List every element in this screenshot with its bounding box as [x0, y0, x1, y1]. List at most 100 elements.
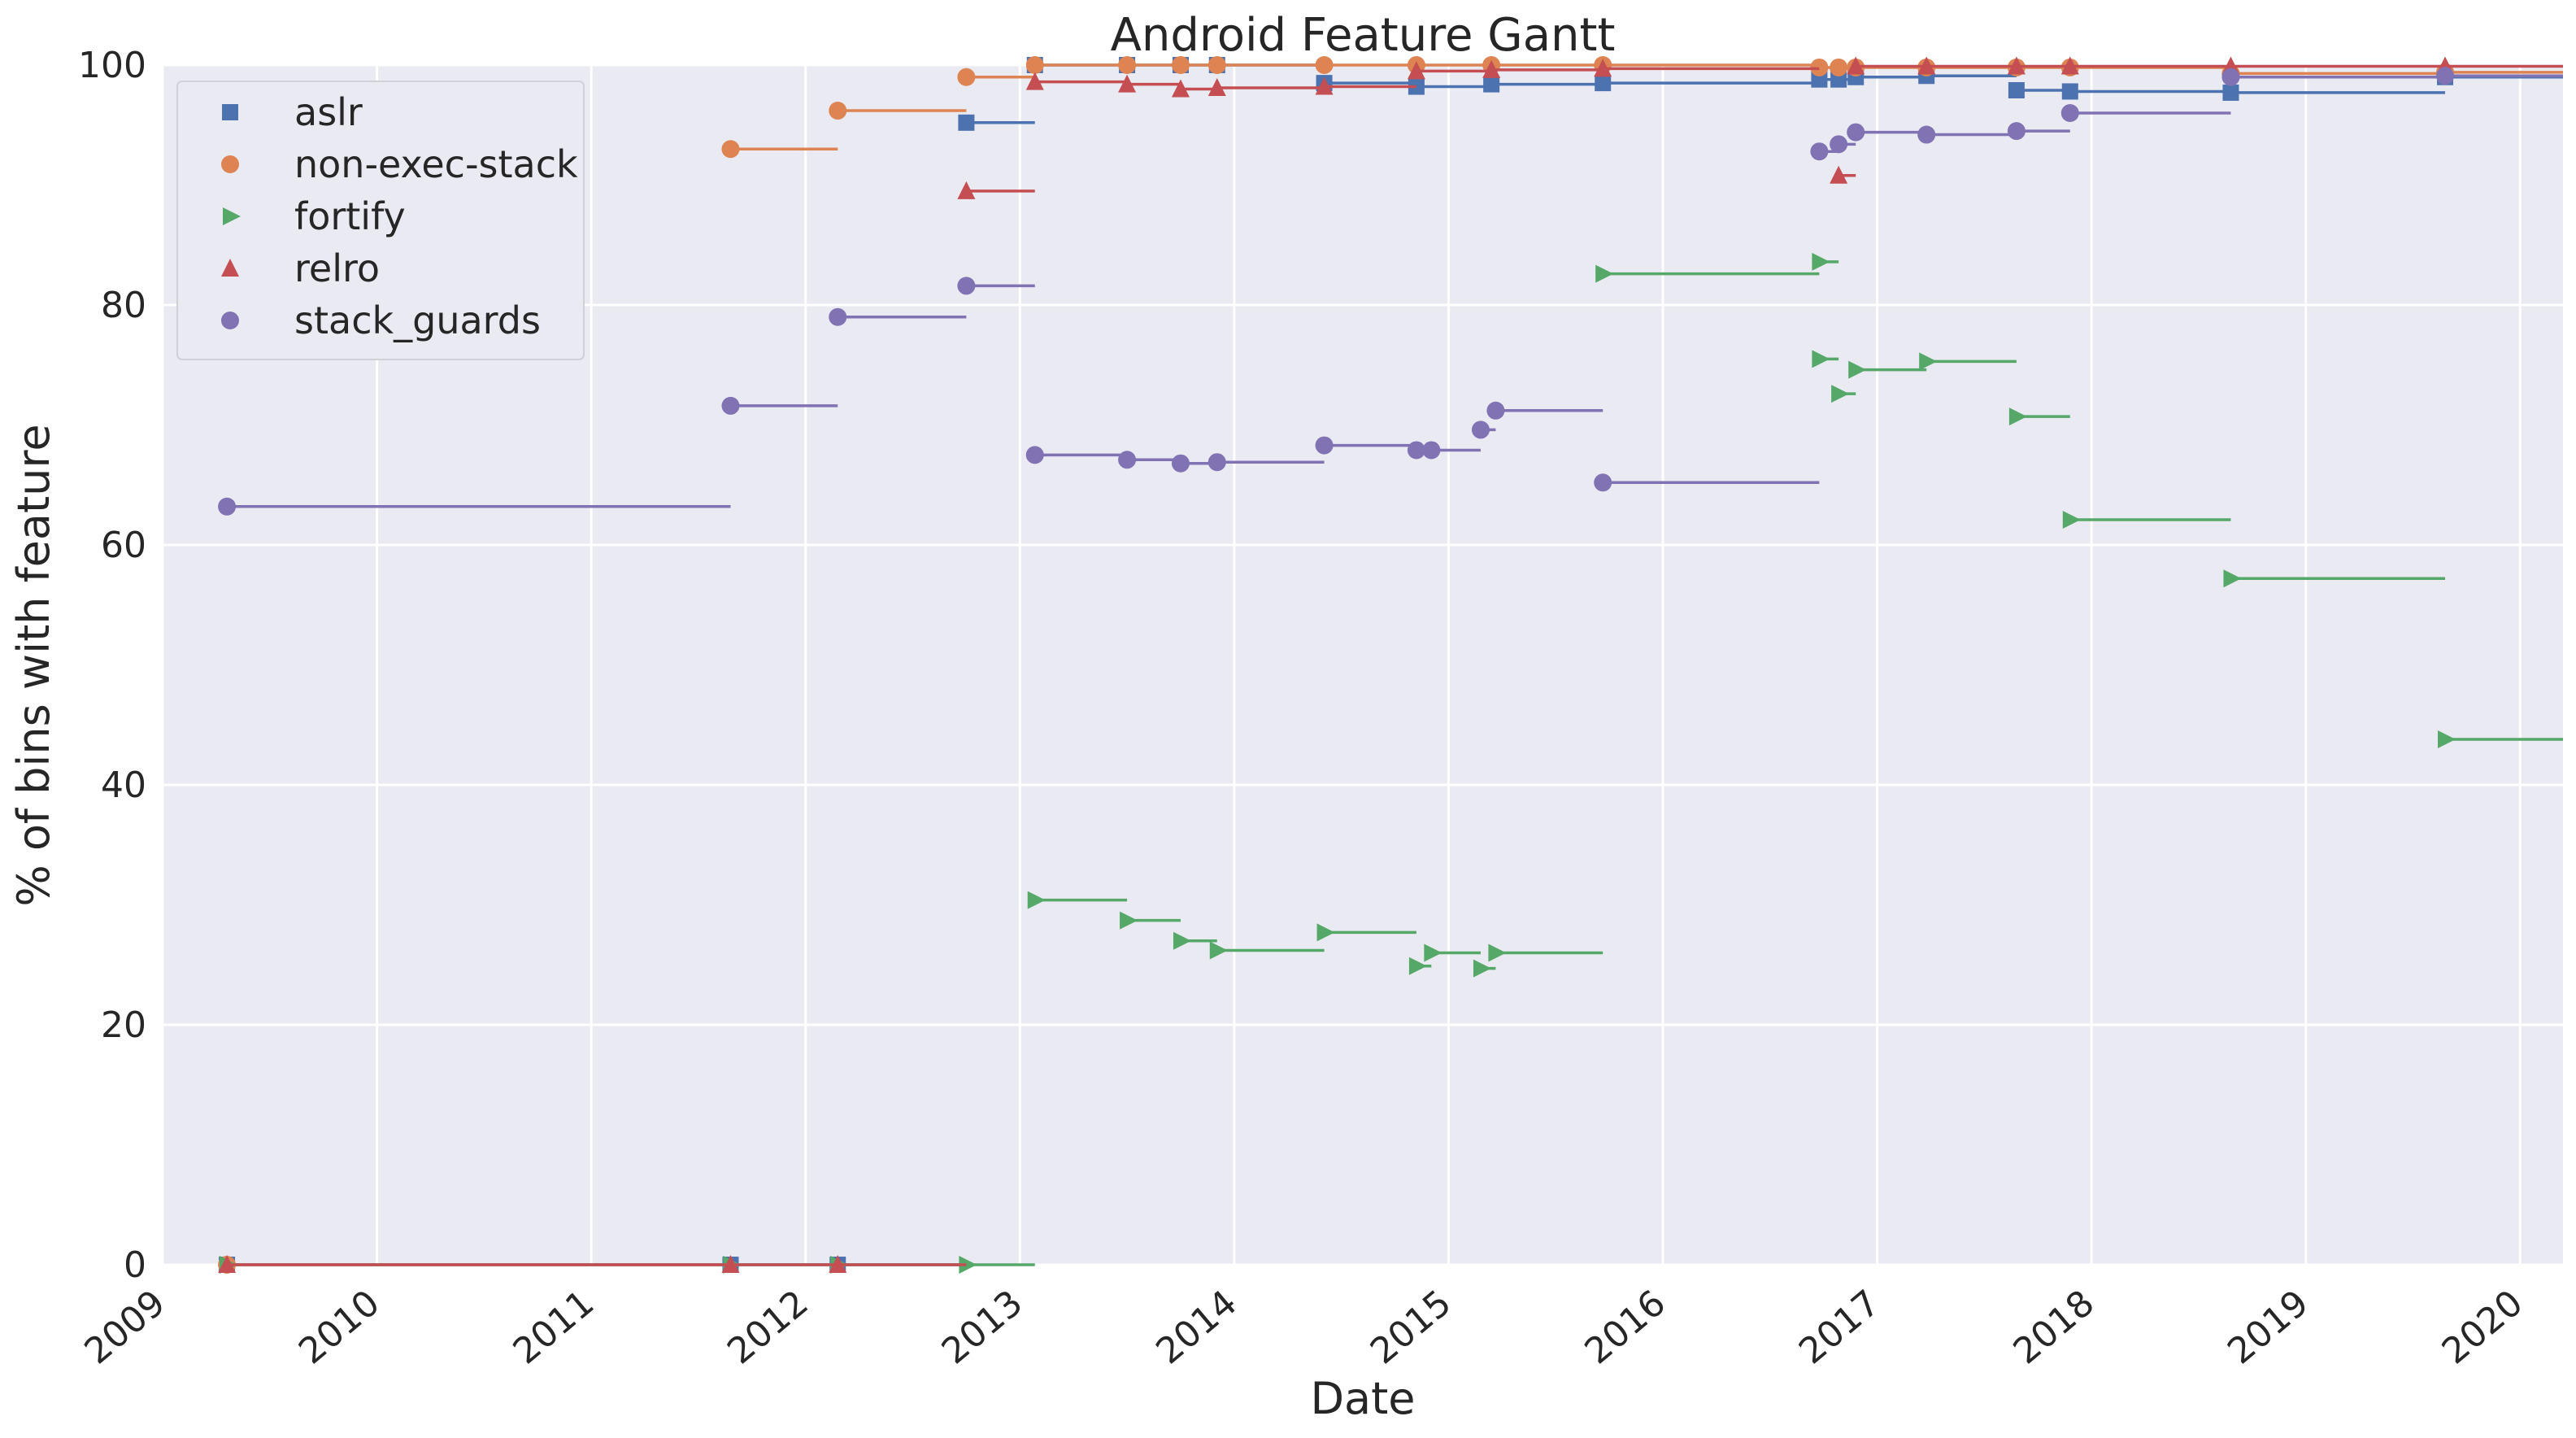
- fortify-point-4: [1027, 891, 1046, 909]
- x-tick-label-2017: 2017: [1791, 1282, 1888, 1372]
- x-tick-label-2011: 2011: [506, 1282, 603, 1372]
- stack_guards-point-6: [1171, 454, 1190, 473]
- legend-marker-fortify: [223, 207, 241, 225]
- non-exec-stack-point-8: [1315, 56, 1334, 74]
- stack_guards-point-7: [1208, 453, 1226, 472]
- legend-marker-aslr: [222, 104, 238, 120]
- non-exec-stack-point-7: [1208, 56, 1226, 74]
- y-tick-label-60: 60: [101, 525, 146, 566]
- stack_guards-point-2: [829, 307, 847, 326]
- stack_guards-point-0: [218, 497, 237, 516]
- fortify-point-7: [1209, 941, 1228, 960]
- fortify-point-5: [1120, 911, 1138, 930]
- relro-point-2: [829, 1255, 847, 1273]
- fortify-point-6: [1173, 931, 1191, 950]
- stack_guards-point-12: [1486, 401, 1505, 420]
- stack_guards-point-5: [1118, 451, 1137, 469]
- fortify-point-20: [2062, 511, 2081, 529]
- fortify-point-16: [1831, 385, 1850, 403]
- x-axis-label: Date: [1310, 1373, 1415, 1424]
- stack_guards-point-19: [2060, 104, 2079, 122]
- stack_guards-point-16: [1847, 123, 1865, 142]
- stack_guards-point-21: [2436, 67, 2455, 85]
- fortify-point-8: [1316, 923, 1335, 942]
- x-tick-label-2020: 2020: [2435, 1282, 2531, 1372]
- fortify-point-10: [1424, 943, 1442, 962]
- x-tick-label-2010: 2010: [291, 1282, 388, 1372]
- aslr-point-17: [2061, 83, 2078, 100]
- aslr-point-18: [2222, 84, 2239, 101]
- grid: [161, 63, 2563, 1266]
- stack_guards-point-4: [1025, 446, 1044, 464]
- fortify-point-21: [2223, 569, 2242, 588]
- x-tick-labels: 2009 2010 2011 2012 2013 2014 2015 2016 2017 2018…: [77, 1282, 2531, 1372]
- stack_guards-point-11: [1471, 421, 1490, 439]
- stack_guards-point-14: [1810, 142, 1829, 161]
- non-exec-stack-point-1: [721, 140, 740, 159]
- fortify-point-3: [959, 1256, 977, 1274]
- fortify-point-17: [1848, 360, 1867, 379]
- non-exec-stack-point-2: [829, 102, 847, 120]
- legend-label-fortify: fortify: [294, 194, 406, 238]
- y-axis-label: % of bins with feature: [8, 424, 59, 906]
- non-exec-stack-point-13: [1830, 58, 1848, 76]
- relro-point-4: [1025, 72, 1044, 90]
- fortify-point-11: [1473, 959, 1491, 978]
- legend-box: [176, 81, 585, 360]
- fortify-point-9: [1408, 956, 1427, 975]
- x-tick-label-2019: 2019: [2220, 1282, 2317, 1372]
- relro-point-7: [1208, 78, 1226, 97]
- legend-label-relro: relro: [294, 246, 380, 290]
- x-tick-label-2014: 2014: [1148, 1282, 1245, 1372]
- stack_guards-point-3: [957, 277, 976, 295]
- aslr-point-16: [2008, 81, 2025, 98]
- fortify-point-15: [1812, 350, 1830, 368]
- relro-point-13: [1847, 56, 1865, 75]
- legend-marker-non-exec-stack: [221, 155, 239, 173]
- relro-point-9: [1407, 61, 1425, 80]
- x-tick-label-2016: 2016: [1577, 1282, 1674, 1372]
- fortify-point-14: [1812, 252, 1830, 271]
- aslr-point-11: [1595, 75, 1612, 92]
- legend-marker-relro: [221, 259, 239, 277]
- stack_guards-point-13: [1594, 473, 1612, 492]
- relro-point-3: [957, 181, 976, 199]
- stack_guards-point-10: [1422, 441, 1441, 460]
- x-tick-label-2015: 2015: [1363, 1282, 1460, 1372]
- non-exec-stack-point-5: [1118, 56, 1137, 74]
- non-exec-stack-point-3: [957, 68, 976, 86]
- fortify-point-13: [1595, 264, 1614, 283]
- relro-point-12: [1830, 165, 1848, 184]
- aslr-point-10: [1483, 76, 1500, 93]
- relro-point-11: [1594, 59, 1612, 77]
- stack_guards-point-17: [1917, 125, 1936, 144]
- relro-point-0: [218, 1255, 237, 1273]
- x-tick-label-2013: 2013: [934, 1282, 1031, 1372]
- chart-title: Android Feature Gantt: [1111, 9, 1616, 62]
- legend: aslr non-exec-stack fortify relro stack_guar…: [176, 81, 585, 360]
- relro-point-16: [2060, 56, 2079, 75]
- stack_guards-point-1: [721, 396, 740, 415]
- series-stack_guards: [218, 67, 2563, 516]
- series-layer: [218, 56, 2563, 1274]
- y-tick-label-80: 80: [101, 285, 146, 326]
- x-tick-label-2012: 2012: [720, 1282, 816, 1372]
- legend-marker-stack_guards: [221, 312, 239, 329]
- x-tick-label-2018: 2018: [2006, 1282, 2103, 1372]
- y-tick-label-20: 20: [101, 1004, 146, 1046]
- y-tick-label-100: 100: [78, 45, 146, 86]
- stack_guards-point-15: [1830, 135, 1848, 154]
- stack_guards-point-9: [1407, 441, 1425, 460]
- x-tick-label-2009: 2009: [77, 1282, 174, 1372]
- y-tick-label-0: 0: [124, 1244, 146, 1286]
- fortify-point-22: [2438, 730, 2456, 748]
- relro-point-10: [1482, 59, 1501, 78]
- y-tick-label-40: 40: [101, 765, 146, 806]
- non-exec-stack-point-4: [1025, 56, 1044, 74]
- y-tick-labels: 0 20 40 60 80 100: [78, 45, 146, 1286]
- stack_guards-point-8: [1315, 436, 1334, 455]
- fortify-point-12: [1488, 943, 1507, 962]
- series-relro: [218, 56, 2563, 1273]
- fortify-point-19: [2008, 407, 2027, 426]
